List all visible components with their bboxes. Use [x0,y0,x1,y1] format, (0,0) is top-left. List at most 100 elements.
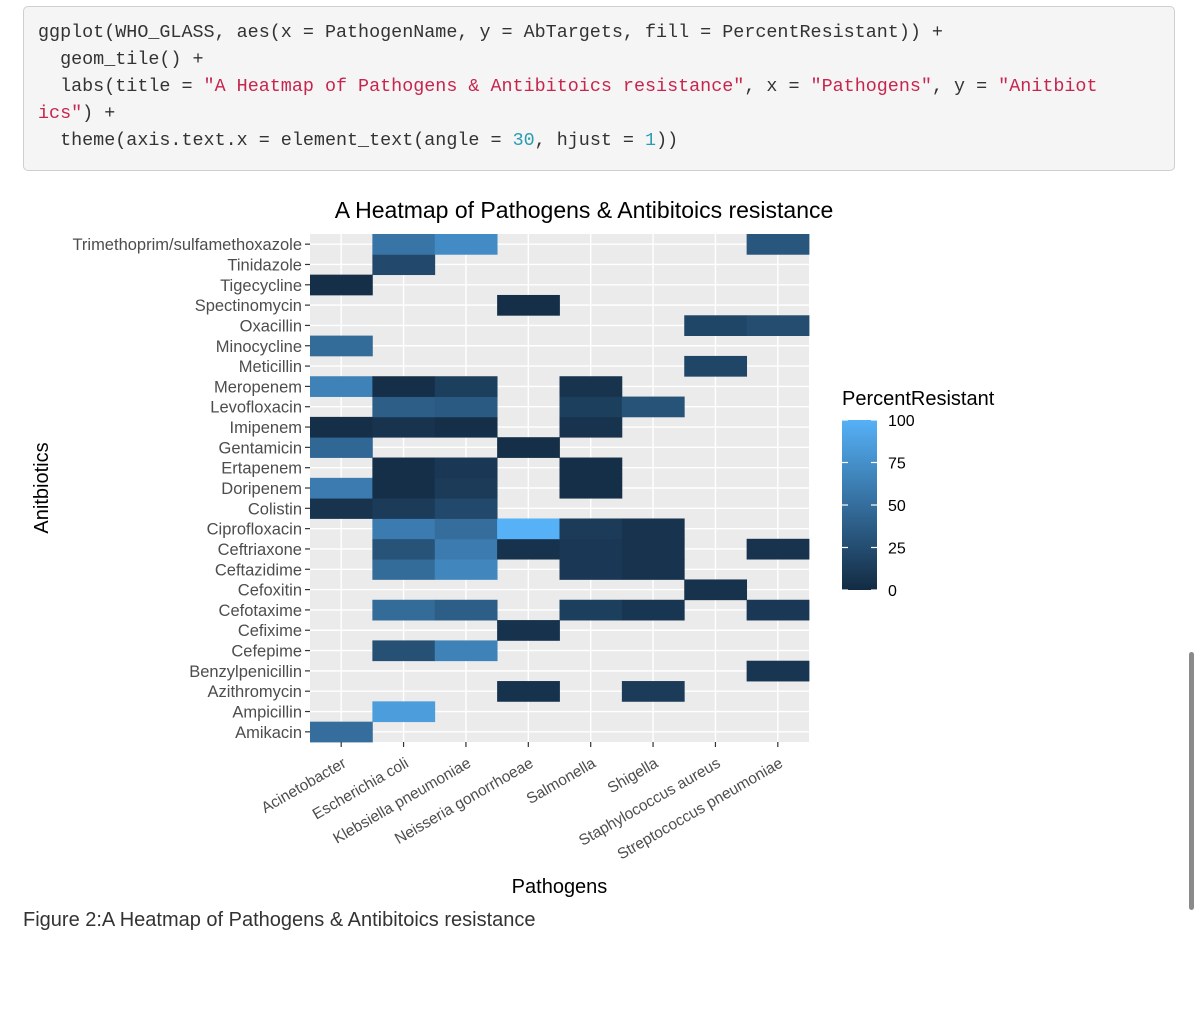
heatmap-tile [621,518,685,540]
heatmap-tile [372,538,436,560]
heatmap-tile [497,437,560,458]
heatmap-tile [746,660,810,682]
heatmap-tile [746,538,810,560]
heatmap-tile [434,599,498,621]
legend-title: PercentResistant [842,388,995,410]
code-line-4: ics") + [38,103,116,124]
heatmap-tile [497,620,560,641]
heatmap-tile [621,681,685,702]
x-tick-label: Salmonella [524,755,599,808]
y-tick-label: Ciprofloxacin [207,521,302,539]
heatmap-tile [310,416,373,438]
legend-ticks: 0 25 50 75 100 [842,413,915,600]
heatmap-tile [497,294,560,316]
y-tick-label: Trimethoprim/sulfamethoxazole [72,236,302,254]
y-tick-label: Ceftriaxone [218,541,302,559]
y-tick-label: Meticillin [239,358,302,376]
y-tick-label: Cefotaxime [219,602,302,620]
y-tick-label: Ampicillin [232,704,302,722]
heatmap-tile [434,416,498,438]
y-tick-label: Cefepime [231,643,302,661]
heatmap-tile [434,518,498,540]
heatmap-tile [372,498,436,519]
heatmap-tile [559,518,623,540]
y-tick-label: Imipenem [230,419,302,437]
y-tick-label: Meropenem [214,378,302,396]
heatmap-tile [372,396,436,418]
y-tick-label: Tinidazole [227,256,302,274]
y-axis: Amikacin Ampicillin Azithromycin Benzylpeni… [72,236,310,742]
y-tick-label: Doripenem [221,480,302,498]
heatmap-tile [684,579,748,601]
heatmap-tile [746,315,810,336]
heatmap-chart: A Heatmap of Pathogens & Antibitoics res… [31,197,995,898]
heatmap-tile [372,518,436,540]
heatmap-tile [434,538,498,560]
heatmap-tile [310,721,373,743]
legend-tick-label: 25 [888,541,906,558]
heatmap-tile [434,640,498,662]
heatmap-tile [497,538,560,560]
heatmap-tile [746,599,810,621]
heatmap-tiles [310,234,810,743]
legend-tick-label: 0 [888,583,897,600]
heatmap-tile [434,498,498,519]
heatmap-tile [684,315,748,336]
heatmap-tile [372,559,436,580]
heatmap-tile [434,396,498,418]
code-line-1: ggplot(WHO_GLASS, aes(x = PathogenName, … [38,22,943,43]
heatmap-tile [559,559,623,580]
code-line-2: geom_tile() + [38,49,204,70]
heatmap-tile [372,416,436,438]
y-axis-title: Anitbiotics [31,442,53,533]
legend-tick-label: 100 [888,413,915,430]
heatmap-tile [372,234,436,255]
heatmap-tile [372,457,436,479]
heatmap-tile [310,437,373,458]
heatmap-tile [434,477,498,499]
legend-tick-label: 75 [888,456,906,473]
heatmap-tile [372,376,436,397]
y-tick-label: Colistin [248,500,302,518]
y-tick-label: Tigecycline [220,277,302,295]
legend-tick-label: 50 [888,498,906,515]
heatmap-tile [559,538,623,560]
heatmap-tile [621,599,685,621]
y-tick-label: Azithromycin [208,683,302,701]
y-tick-label: Benzylpenicillin [189,663,302,681]
code-line-5: theme(axis.text.x = element_text(angle =… [38,130,679,151]
heatmap-tile [434,559,498,580]
chart-title: A Heatmap of Pathogens & Antibitoics res… [335,197,834,223]
heatmap-tile [372,701,436,723]
heatmap-tile [746,234,810,255]
y-tick-label: Minocycline [216,338,302,356]
heatmap-tile [372,477,436,499]
heatmap-tile [372,254,436,276]
heatmap-tile [372,640,436,662]
legend: PercentResistant 0 25 50 75 100 [842,388,995,600]
heatmap-tile [559,416,623,438]
heatmap-tile [310,477,373,499]
y-tick-label: Amikacin [235,724,302,742]
y-tick-label: Cefoxitin [238,582,302,600]
y-tick-label: Spectinomycin [195,297,302,315]
heatmap-tile [559,457,623,479]
y-tick-label: Ceftazidime [215,561,302,579]
x-axis-title: Pathogens [512,876,608,898]
y-tick-label: Gentamicin [219,439,302,457]
code-block: ggplot(WHO_GLASS, aes(x = PathogenName, … [23,6,1175,171]
heatmap-tile [621,396,685,418]
heatmap-tile [310,498,373,519]
heatmap-tile [684,355,748,377]
y-tick-label: Levofloxacin [210,399,302,417]
heatmap-tile [621,559,685,580]
heatmap-tile [559,376,623,397]
scrollbar[interactable] [1189,652,1194,910]
heatmap-tile [559,599,623,621]
heatmap-tile [497,681,560,702]
code-line-3: labs(title = "A Heatmap of Pathogens & A… [38,76,1098,97]
heatmap-tile [372,599,436,621]
figure-caption: Figure 2:A Heatmap of Pathogens & Antibi… [23,909,536,931]
heatmap-tile [497,518,560,540]
